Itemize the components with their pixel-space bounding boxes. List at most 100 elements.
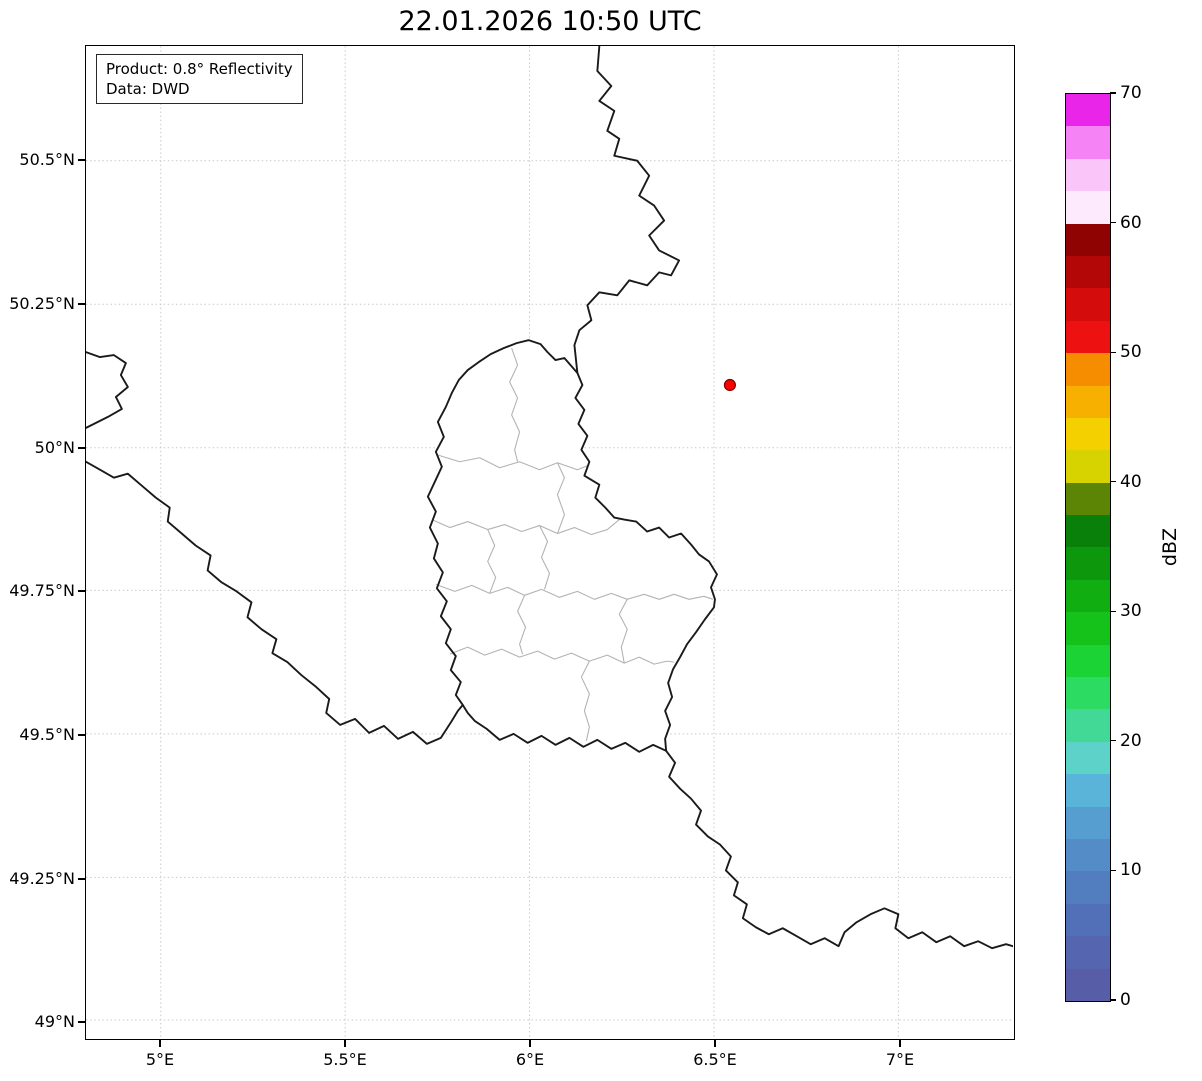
canton-border-line (509, 347, 521, 462)
colorbar-segment (1066, 741, 1110, 775)
country-borders (86, 46, 1013, 950)
product-info-line1: Product: 0.8° Reflectivity (106, 60, 293, 78)
lat-tick-mark (78, 1021, 85, 1023)
colorbar-segment (1066, 968, 1110, 1001)
lat-tick-label: 49.5°N (19, 725, 75, 744)
colorbar-segment (1066, 158, 1110, 192)
colorbar-tick-label: 40 (1120, 471, 1142, 492)
canton-border-line (580, 660, 590, 741)
lat-tick-mark (78, 447, 85, 449)
canton-border-line (487, 529, 497, 594)
canton-border-line (449, 646, 675, 665)
canton-border-line (556, 462, 565, 534)
colorbar-segment (1066, 838, 1110, 872)
colorbar-segment (1066, 547, 1110, 580)
luxembourg-area (427, 340, 717, 752)
colorbar-segment (1066, 191, 1110, 224)
colorbar-tick-mark (1110, 999, 1116, 1001)
lon-tick-label: 5.5°E (323, 1050, 367, 1069)
colorbar-tick-label: 60 (1120, 212, 1142, 233)
radar-site-marker (723, 378, 736, 392)
colorbar-tick-mark (1110, 351, 1116, 353)
map-plot: Product: 0.8° Reflectivity Data: DWD (85, 45, 1015, 1040)
colorbar-segment (1066, 936, 1110, 969)
lat-tick-mark (78, 303, 85, 305)
figure-title: 22.01.2026 10:50 UTC (398, 6, 702, 37)
lat-tick-mark (78, 590, 85, 592)
gridlines (86, 46, 1013, 1038)
lon-tick-mark (899, 1040, 901, 1047)
border-france-belgium (86, 460, 464, 745)
colorbar-tick-mark (1110, 481, 1116, 483)
canton-border-line (618, 599, 628, 664)
canton-border-line (435, 583, 714, 600)
colorbar-segment (1066, 774, 1110, 807)
colorbar-segment (1066, 515, 1110, 548)
lat-tick-label: 49°N (34, 1012, 75, 1031)
lon-tick-label: 6°E (515, 1050, 545, 1069)
colorbar-tick-mark (1110, 869, 1116, 872)
colorbar-segment (1066, 612, 1110, 645)
colorbar-tick-mark (1110, 221, 1116, 224)
canton-border-line (517, 595, 527, 655)
canton-border-line (539, 525, 551, 590)
lon-tick-mark (714, 1040, 716, 1047)
colorbar-segment (1066, 353, 1110, 386)
colorbar-segment (1066, 806, 1110, 839)
colorbar-segment (1066, 709, 1110, 742)
colorbar-tick-mark (1110, 610, 1116, 612)
lat-tick-mark (78, 159, 85, 161)
colorbar (1065, 93, 1111, 1002)
lat-tick-label: 50°N (34, 438, 75, 457)
lat-tick-label: 49.25°N (9, 869, 75, 888)
map-canvas (86, 46, 1013, 1038)
canton-border-line (431, 519, 620, 536)
border-france-belgium-salient (86, 351, 129, 429)
colorbar-segment (1066, 903, 1110, 937)
colorbar-segment (1066, 482, 1110, 516)
lat-tick-label: 49.75°N (9, 581, 75, 600)
lat-tick-label: 50.5°N (19, 150, 75, 169)
colorbar-segment (1066, 320, 1110, 354)
colorbar-segment (1066, 417, 1110, 451)
colorbar-gradient (1066, 94, 1110, 1001)
colorbar-segment (1066, 677, 1110, 710)
colorbar-tick-label: 10 (1120, 860, 1142, 881)
colorbar-tick-label: 20 (1120, 730, 1142, 751)
lat-tick-mark (78, 734, 85, 736)
colorbar-tick-mark (1110, 92, 1116, 94)
colorbar-segment (1066, 126, 1110, 159)
lon-tick-mark (159, 1040, 161, 1047)
colorbar-segment (1066, 644, 1110, 678)
colorbar-segment (1066, 288, 1110, 321)
product-info-box: Product: 0.8° Reflectivity Data: DWD (96, 54, 303, 104)
colorbar-tick-mark (1110, 740, 1116, 742)
colorbar-segment (1066, 94, 1110, 127)
border-france-germany (665, 749, 1013, 950)
colorbar-tick-label: 0 (1120, 990, 1131, 1010)
lat-tick-mark (78, 878, 85, 880)
lat-tick-label: 50.25°N (9, 294, 75, 313)
colorbar-segment (1066, 450, 1110, 483)
colorbar-unit-label: dBZ (1159, 527, 1181, 566)
lon-tick-label: 5°E (145, 1050, 175, 1069)
border-belgium-germany (573, 46, 681, 374)
colorbar-segment (1066, 385, 1110, 418)
product-info-line2: Data: DWD (106, 80, 190, 98)
colorbar-segment (1066, 255, 1110, 289)
colorbar-tick-label: 50 (1120, 342, 1142, 363)
colorbar-segment (1066, 871, 1110, 904)
colorbar-axis-label: dBZ (1148, 93, 1192, 1000)
colorbar-tick-label: 30 (1120, 601, 1142, 622)
lon-tick-mark (529, 1040, 531, 1047)
border-luxembourg (426, 339, 718, 753)
lon-tick-label: 6.5°E (693, 1050, 737, 1069)
canton-border-line (436, 454, 588, 471)
colorbar-segment (1066, 223, 1110, 256)
lon-tick-mark (344, 1040, 346, 1047)
colorbar-segment (1066, 579, 1110, 613)
canton-borders (431, 347, 714, 741)
lon-tick-label: 7°E (885, 1050, 915, 1069)
colorbar-tick-label: 70 (1120, 83, 1142, 103)
